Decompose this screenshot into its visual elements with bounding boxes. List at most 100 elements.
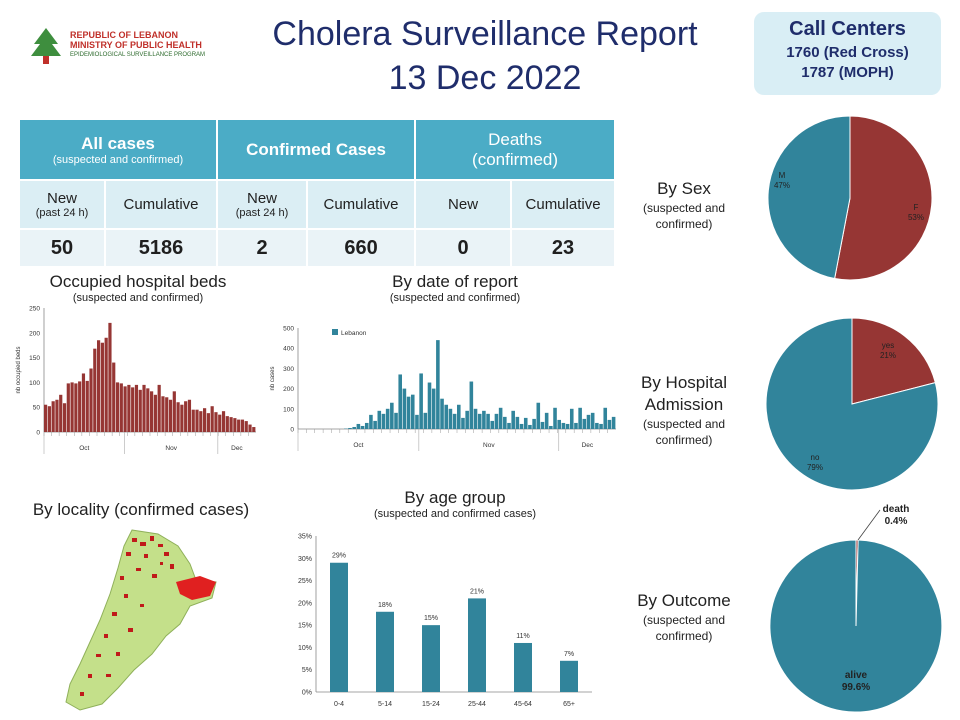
y-tick-label: 25% [298,578,312,585]
bar [229,417,233,432]
bar [51,401,55,432]
bar [348,427,352,429]
age-heading: By age group (suspected and confirmed ca… [340,488,570,520]
age-bar [468,598,486,692]
bar [55,399,59,432]
bar [218,414,222,432]
title-line-1: Cholera Surveillance Report [272,15,698,53]
bar [448,408,453,429]
bar [233,418,237,432]
bar [486,413,490,429]
logo-line-3: EPIDEMIOLOGICAL SURVEILLANCE PROGRAM [70,52,206,58]
date-heading: By date of report (suspected and confirm… [340,272,570,304]
y-tick-label: 500 [283,326,294,333]
bar [603,407,608,429]
cedar-icon [31,28,61,64]
bar [195,409,199,432]
outcome-pie-chart: death 0.4% alive 99.6% [769,504,943,712]
age-subtitle: (suspected and confirmed cases) [373,508,537,520]
bar [427,382,432,429]
logo-line-1: REPUBLIC OF LEBANON [70,30,178,40]
y-tick-label: 20% [298,600,312,607]
bar [473,408,478,429]
bar [225,416,229,432]
date-subtitle: (suspected and confirmed) [389,292,521,304]
confirmed-new-header: New (past 24 h) [216,179,309,230]
bar [176,402,180,432]
bar [373,420,377,429]
outcome-subtitle: (suspected and confirmed) [642,613,726,643]
bar [390,402,394,429]
bar [398,374,402,429]
bar [611,416,616,429]
bar [142,384,146,432]
y-tick-label: 50 [33,405,41,412]
beds-heading: Occupied hospital beds (suspected and co… [18,272,258,304]
deaths-new-header: New [414,179,513,230]
bar [104,337,108,432]
bar [590,412,595,429]
legend-swatch [332,329,338,335]
bar [150,391,154,432]
pie-label-no: no 79% [807,453,823,472]
age-bar [330,562,348,692]
bar [47,406,51,432]
bar [89,368,93,432]
y-tick-label: 35% [298,534,312,541]
sex-label: By Sex (suspected and confirmed) [628,178,740,232]
bar [180,404,184,432]
bar [553,407,557,429]
bar [248,424,252,432]
age-title: By age group [404,488,506,507]
age-category-label: 25-44 [468,701,486,708]
bar [146,388,150,432]
bar [97,340,101,432]
beds-chart: 0 50 100 150 200 250 nb occupied beds Oct Nov Dec [16,306,256,454]
bar [93,348,97,432]
y-tick-label: 400 [283,346,294,353]
summary-table: All cases (suspected and confirmed) Conf… [17,118,617,268]
pie-label-alive: alive 99.6% [842,670,870,693]
pie-slice-m [767,115,851,280]
bar [44,404,48,432]
new-label: New [46,190,77,207]
beds-title: Occupied hospital beds [49,272,227,291]
bar [540,421,545,429]
outcome-title: By Outcome [637,591,731,610]
map-highlight-region [176,576,216,600]
bar [214,412,218,432]
bar [59,394,63,432]
bar [81,373,86,432]
bar [360,425,365,429]
bar [203,408,207,432]
bar [410,394,415,429]
page-title: Cholera Surveillance Report 13 Dec 2022 [230,12,740,100]
bar [565,423,570,429]
bar [582,418,587,429]
age-category-label: 45-64 [514,701,532,708]
y-tick-label: 200 [283,386,294,393]
confirmed-cases-header: Confirmed Cases [216,118,417,181]
pie-label-death: death 0.4% [883,504,910,527]
confirmed-cumulative-value: 660 [306,228,417,268]
all-cumulative-value: 5186 [103,228,219,268]
bar [240,419,245,432]
bar [477,413,482,429]
locality-heading: By locality (confirmed cases) [10,500,272,520]
bar [131,387,135,432]
bar [191,409,195,432]
logo-line-2: MINISTRY OF PUBLIC HEALTH [70,40,202,50]
age-category-label: 15-24 [422,701,440,708]
bar [206,413,210,432]
month-label: Dec [582,442,594,449]
hospital-label: By Hospital Admission (suspected and con… [628,372,740,448]
bar [74,383,78,432]
age-category-label: 65+ [563,701,575,708]
bar [115,382,120,432]
bar [544,412,549,429]
pie-slice-yes [851,317,936,405]
pie-label-m: M 47% [774,171,790,190]
y-axis-label: nb cases [270,366,276,390]
bar [503,416,507,429]
bar [599,423,603,429]
